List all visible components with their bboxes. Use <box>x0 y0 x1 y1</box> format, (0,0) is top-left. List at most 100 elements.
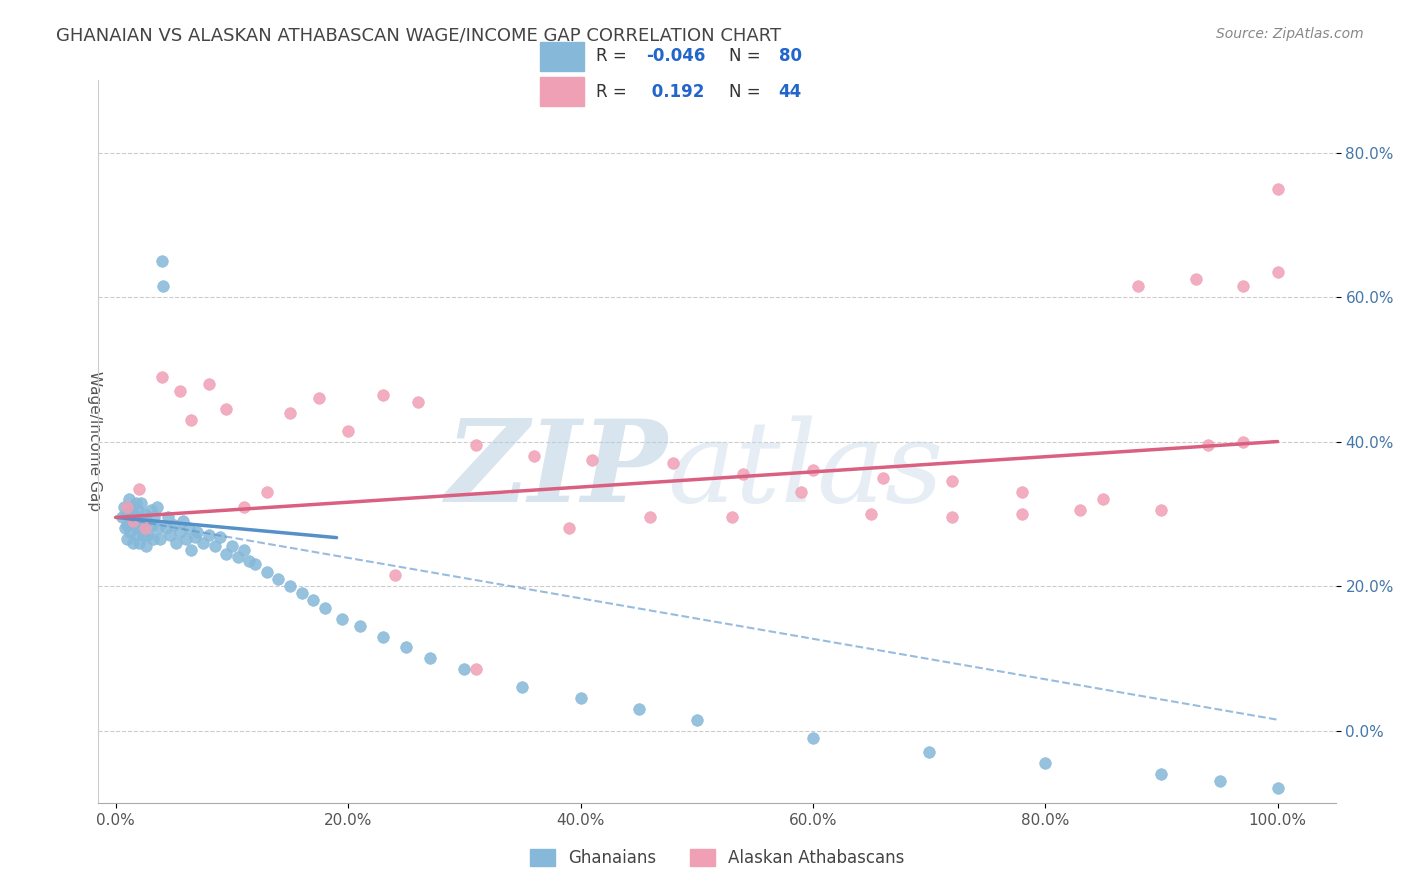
Point <box>135 539 157 553</box>
Point <box>112 500 135 514</box>
Point <box>114 521 136 535</box>
Point <box>302 593 325 607</box>
Point <box>149 532 172 546</box>
Point <box>134 507 156 521</box>
Point <box>169 524 191 539</box>
Point <box>121 500 143 514</box>
Point <box>172 514 194 528</box>
Point <box>152 279 174 293</box>
FancyBboxPatch shape <box>540 78 583 106</box>
Text: ZIP: ZIP <box>446 415 668 526</box>
Y-axis label: Wage/Income Gap: Wage/Income Gap <box>87 371 103 512</box>
Point <box>117 500 139 514</box>
Point <box>215 547 238 561</box>
Point <box>1267 265 1289 279</box>
Point <box>418 651 440 665</box>
Point <box>371 387 394 401</box>
Point <box>1267 781 1289 796</box>
Point <box>122 514 145 528</box>
Legend: Ghanaians, Alaskan Athabascans: Ghanaians, Alaskan Athabascans <box>523 842 911 874</box>
Point <box>197 528 219 542</box>
Point <box>159 528 181 542</box>
Point <box>145 500 167 514</box>
Text: N =: N = <box>730 83 766 101</box>
Point <box>131 528 153 542</box>
Point <box>465 438 488 452</box>
Point <box>142 532 165 546</box>
Point <box>165 535 187 549</box>
Point <box>150 253 173 268</box>
Point <box>143 510 166 524</box>
Point <box>256 485 278 500</box>
Point <box>128 482 150 496</box>
Point <box>131 496 153 510</box>
Point <box>349 619 371 633</box>
Point <box>1208 774 1230 789</box>
Point <box>122 535 145 549</box>
Point <box>1232 434 1254 449</box>
Point <box>384 568 406 582</box>
Point <box>371 630 394 644</box>
Point <box>308 391 330 405</box>
Point <box>1011 507 1033 521</box>
Point <box>1128 279 1150 293</box>
Point <box>134 521 156 535</box>
Point <box>453 662 475 676</box>
Point <box>163 517 186 532</box>
Point <box>686 713 709 727</box>
Text: R =: R = <box>596 47 633 65</box>
Point <box>146 521 169 535</box>
Point <box>1197 438 1219 452</box>
Point <box>1267 181 1289 195</box>
Point <box>332 611 354 625</box>
Point <box>128 521 150 535</box>
Point <box>117 492 139 507</box>
Point <box>662 456 685 470</box>
Point <box>941 475 963 489</box>
Point <box>465 662 488 676</box>
Point <box>1011 485 1033 500</box>
Point <box>523 449 546 463</box>
Point <box>124 517 146 532</box>
Point <box>1185 272 1208 286</box>
Point <box>581 452 603 467</box>
Point <box>267 572 290 586</box>
Point <box>180 542 202 557</box>
Point <box>117 532 139 546</box>
Point <box>184 530 207 544</box>
Point <box>801 731 824 745</box>
Text: R =: R = <box>596 83 637 101</box>
Point <box>221 539 243 553</box>
Text: GHANAIAN VS ALASKAN ATHABASCAN WAGE/INCOME GAP CORRELATION CHART: GHANAIAN VS ALASKAN ATHABASCAN WAGE/INCO… <box>56 27 782 45</box>
Point <box>1033 756 1056 770</box>
Point <box>174 532 197 546</box>
Point <box>790 485 813 500</box>
Point <box>232 500 254 514</box>
Point <box>627 702 650 716</box>
Point <box>278 579 301 593</box>
Point <box>191 535 214 549</box>
Point <box>157 510 180 524</box>
Point <box>941 510 963 524</box>
Point <box>139 503 162 517</box>
Point <box>155 521 177 535</box>
Point <box>1150 767 1173 781</box>
Point <box>117 517 139 532</box>
Point <box>186 524 208 539</box>
Point <box>226 550 249 565</box>
Point <box>245 558 267 572</box>
Point <box>278 406 301 420</box>
Point <box>169 384 191 398</box>
Point <box>314 600 336 615</box>
Point <box>118 524 141 539</box>
Point <box>122 507 145 521</box>
Text: N =: N = <box>730 47 766 65</box>
Point <box>209 530 232 544</box>
Text: -0.046: -0.046 <box>645 47 704 65</box>
Point <box>120 514 142 528</box>
Point <box>125 528 148 542</box>
Point <box>1150 503 1173 517</box>
Point <box>558 521 581 535</box>
Point <box>512 680 534 694</box>
Point <box>111 510 134 524</box>
